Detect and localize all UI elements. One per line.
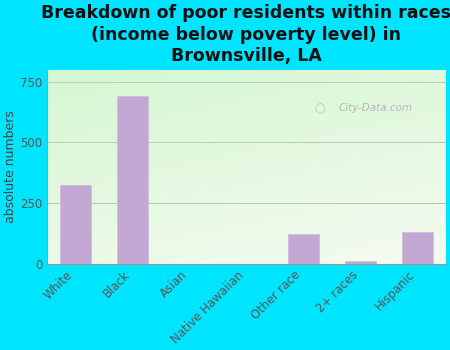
Bar (345, 261, 376, 264)
Bar (60, 185, 91, 264)
Text: ○: ○ (315, 102, 326, 115)
Bar (402, 232, 433, 264)
Bar (117, 96, 148, 264)
Y-axis label: absolute numbers: absolute numbers (4, 110, 17, 223)
Title: Breakdown of poor residents within races
(income below poverty level) in
Brownsv: Breakdown of poor residents within races… (41, 4, 450, 65)
Bar (288, 234, 319, 264)
Text: City-Data.com: City-Data.com (338, 103, 412, 113)
